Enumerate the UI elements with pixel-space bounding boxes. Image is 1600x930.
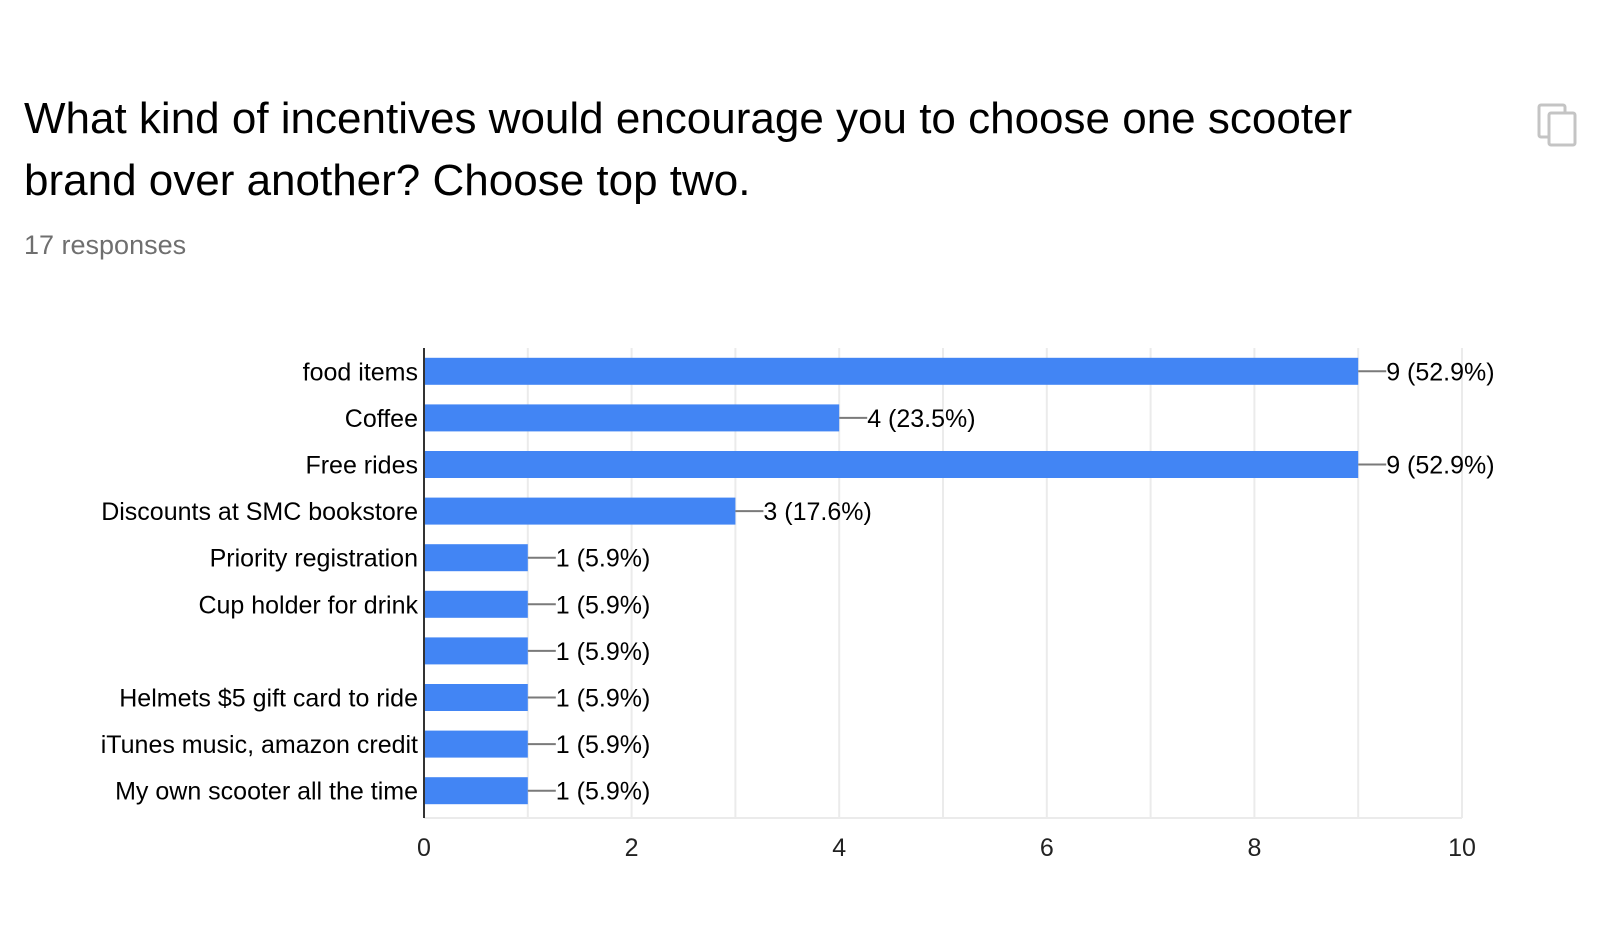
data-label: 4 (23.5%): [867, 405, 975, 433]
copy-icon: [1537, 103, 1577, 147]
data-label: 1 (5.9%): [556, 685, 650, 713]
category-label: Free rides: [305, 452, 418, 480]
question-title: What kind of incentives would encourage …: [24, 94, 1353, 205]
bar: [424, 637, 528, 665]
bar: [424, 684, 528, 711]
copy-chart-button[interactable]: [1536, 100, 1584, 148]
data-label: 1 (5.9%): [556, 591, 650, 619]
x-tick-label: 0: [417, 834, 431, 862]
labels: food items 9 (52.9%) Coffee 4 (23.5%) Free r…: [101, 358, 1495, 805]
x-tick-label: 8: [1247, 834, 1261, 862]
data-label: 9 (52.9%): [1386, 358, 1494, 386]
category-label: My own scooter all the time: [115, 778, 418, 806]
bar: [424, 590, 528, 618]
bar: [424, 730, 528, 758]
x-tick-label: 2: [625, 834, 639, 862]
data-label: 9 (52.9%): [1386, 452, 1494, 480]
category-label: Priority registration: [210, 545, 418, 573]
x-tick-label: 4: [832, 834, 846, 862]
category-label: iTunes music, amazon credit: [101, 731, 418, 759]
bar: [424, 404, 840, 432]
category-label: Coffee: [345, 405, 418, 433]
x-tick-label: 6: [1040, 834, 1054, 862]
bar: [424, 777, 528, 805]
axes: 0 2 4 6 8 10: [417, 348, 1476, 862]
data-label: 3 (17.6%): [763, 498, 871, 526]
bar: [424, 451, 1359, 478]
bars: [424, 357, 1359, 805]
bar: [424, 544, 528, 572]
bar: [424, 357, 1359, 385]
category-label: food items: [303, 358, 418, 386]
category-label: Discounts at SMC bookstore: [101, 498, 418, 526]
data-label: 1 (5.9%): [556, 638, 650, 666]
response-count: 17 responses: [24, 230, 187, 260]
category-label: Helmets $5 gift card to ride: [119, 685, 418, 713]
x-tick-label: 10: [1448, 834, 1476, 862]
category-label: Cup holder for drink: [198, 591, 418, 619]
bar: [424, 497, 736, 525]
data-label: 1 (5.9%): [556, 731, 650, 759]
data-label: 1 (5.9%): [556, 545, 650, 573]
data-label: 1 (5.9%): [556, 778, 650, 806]
